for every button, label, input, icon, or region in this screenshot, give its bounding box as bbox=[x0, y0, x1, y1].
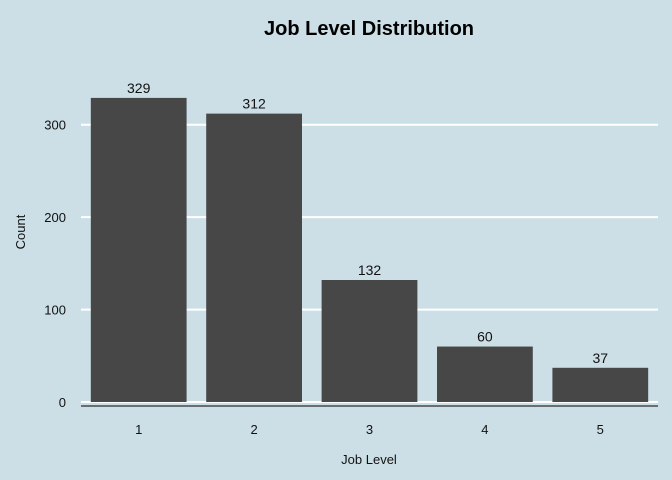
y-tick-label: 300 bbox=[44, 118, 66, 133]
x-tick-labels: 1 2 3 4 5 bbox=[135, 422, 604, 437]
x-tick-label: 1 bbox=[135, 422, 142, 437]
y-tick-labels: 0 100 200 300 bbox=[44, 118, 66, 410]
y-tick-label: 0 bbox=[59, 395, 66, 410]
x-tick-label: 2 bbox=[250, 422, 257, 437]
bar bbox=[552, 367, 649, 402]
x-axis-title: Job Level bbox=[341, 452, 397, 467]
y-tick-label: 200 bbox=[44, 210, 66, 225]
bar bbox=[90, 97, 187, 402]
bar-value-label: 132 bbox=[358, 262, 382, 278]
data-labels: 329 312 132 60 37 bbox=[127, 80, 608, 366]
bar bbox=[437, 346, 533, 402]
x-tick-label: 4 bbox=[481, 422, 488, 437]
y-axis-title: Count bbox=[13, 214, 28, 249]
bar-value-label: 329 bbox=[127, 80, 151, 96]
chart-title: Job Level Distribution bbox=[264, 18, 474, 40]
bar-value-label: 312 bbox=[242, 96, 266, 112]
bar bbox=[321, 279, 418, 402]
bars bbox=[90, 97, 649, 402]
x-tick-label: 5 bbox=[597, 422, 604, 437]
x-tick-label: 3 bbox=[366, 422, 373, 437]
bar bbox=[206, 113, 302, 402]
bar-value-label: 37 bbox=[593, 350, 609, 366]
y-tick-label: 100 bbox=[44, 303, 66, 318]
bar-value-label: 60 bbox=[477, 329, 493, 345]
